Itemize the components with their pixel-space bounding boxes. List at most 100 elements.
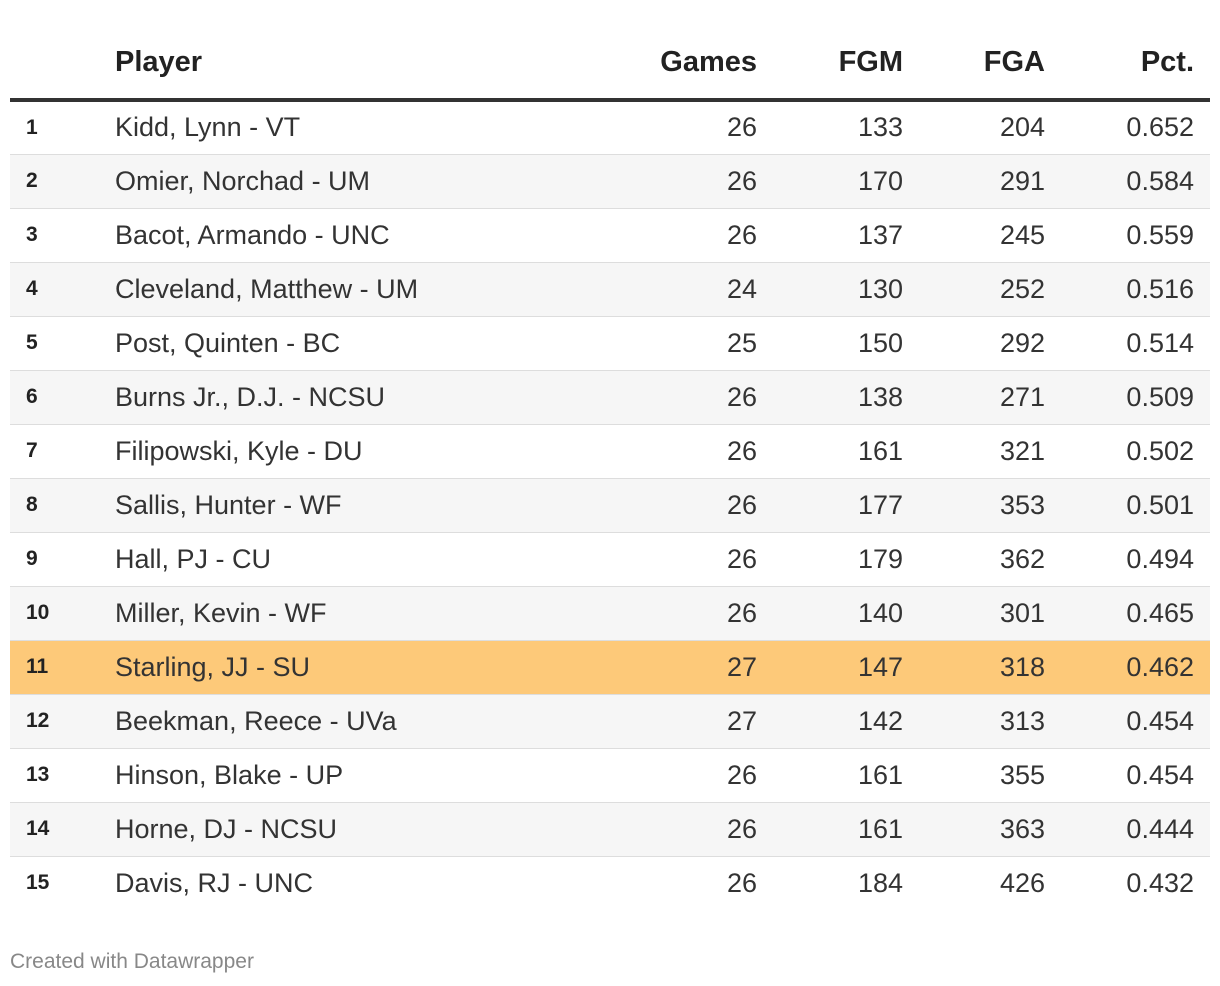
cell-fga: 291 xyxy=(903,154,1045,209)
header-fgm[interactable]: FGM xyxy=(757,0,903,102)
cell-fgm: 161 xyxy=(757,424,903,479)
datawrapper-credit: Created with Datawrapper xyxy=(10,950,254,973)
cell-rank: 13 xyxy=(10,748,115,803)
table-row: 14 Horne, DJ - NCSU 26 161 363 0.444 xyxy=(10,802,1210,857)
table-row: 4 Cleveland, Matthew - UM 24 130 252 0.516 xyxy=(10,262,1210,317)
cell-pct: 0.509 xyxy=(1045,370,1210,425)
table-header: Player Games FGM FGA Pct. xyxy=(10,0,1210,102)
cell-fgm: 179 xyxy=(757,532,903,587)
cell-rank: 6 xyxy=(10,370,115,425)
cell-pct: 0.516 xyxy=(1045,262,1210,317)
cell-fgm: 184 xyxy=(757,856,903,910)
cell-rank: 2 xyxy=(10,154,115,209)
cell-rank: 3 xyxy=(10,208,115,263)
header-player-label: Player xyxy=(115,46,203,78)
cell-fgm: 150 xyxy=(757,316,903,371)
table-row: 12 Beekman, Reece - UVa 27 142 313 0.454 xyxy=(10,694,1210,749)
cell-pct: 0.559 xyxy=(1045,208,1210,263)
cell-fga: 321 xyxy=(903,424,1045,479)
cell-fgm: 161 xyxy=(757,748,903,803)
cell-fga: 363 xyxy=(903,802,1045,857)
table-body: 1 Kidd, Lynn - VT 26 133 204 0.652 2 Omier, Nor… xyxy=(10,100,1210,910)
cell-player: Burns Jr., D.J. - NCSU xyxy=(115,370,585,425)
cell-rank: 12 xyxy=(10,694,115,749)
table-row: 5 Post, Quinten - BC 25 150 292 0.514 xyxy=(10,316,1210,371)
table-row: 1 Kidd, Lynn - VT 26 133 204 0.652 xyxy=(10,100,1210,155)
table-row: 7 Filipowski, Kyle - DU 26 161 321 0.502 xyxy=(10,424,1210,479)
cell-rank: 14 xyxy=(10,802,115,857)
cell-rank: 8 xyxy=(10,478,115,533)
cell-pct: 0.462 xyxy=(1045,640,1210,695)
cell-fgm: 170 xyxy=(757,154,903,209)
cell-pct: 0.454 xyxy=(1045,748,1210,803)
table-row-highlighted: 11 Starling, JJ - SU 27 147 318 0.462 xyxy=(10,640,1210,695)
cell-games: 26 xyxy=(585,370,757,425)
cell-fgm: 138 xyxy=(757,370,903,425)
cell-player: Miller, Kevin - WF xyxy=(115,586,585,641)
header-fga[interactable]: FGA xyxy=(903,0,1045,102)
cell-rank: 1 xyxy=(10,100,115,155)
table-row: 6 Burns Jr., D.J. - NCSU 26 138 271 0.509 xyxy=(10,370,1210,425)
cell-player: Horne, DJ - NCSU xyxy=(115,802,585,857)
cell-pct: 0.501 xyxy=(1045,478,1210,533)
cell-fgm: 161 xyxy=(757,802,903,857)
table-row: 15 Davis, RJ - UNC 26 184 426 0.432 xyxy=(10,856,1210,910)
cell-rank: 5 xyxy=(10,316,115,371)
cell-fga: 292 xyxy=(903,316,1045,371)
cell-fga: 271 xyxy=(903,370,1045,425)
header-games-label: Games xyxy=(660,46,757,78)
cell-fga: 362 xyxy=(903,532,1045,587)
header-pct[interactable]: Pct. xyxy=(1045,0,1210,102)
cell-fga: 313 xyxy=(903,694,1045,749)
cell-pct: 0.465 xyxy=(1045,586,1210,641)
field-goal-percentage-table: Player Games FGM FGA Pct. 1 Kidd, Lynn - … xyxy=(10,0,1210,910)
cell-player: Post, Quinten - BC xyxy=(115,316,585,371)
cell-rank: 15 xyxy=(10,856,115,910)
header-games[interactable]: Games xyxy=(585,0,757,102)
cell-games: 26 xyxy=(585,154,757,209)
table-row: 10 Miller, Kevin - WF 26 140 301 0.465 xyxy=(10,586,1210,641)
cell-fga: 301 xyxy=(903,586,1045,641)
table-row: 2 Omier, Norchad - UM 26 170 291 0.584 xyxy=(10,154,1210,209)
cell-player: Bacot, Armando - UNC xyxy=(115,208,585,263)
cell-pct: 0.494 xyxy=(1045,532,1210,587)
header-fgm-label: FGM xyxy=(838,46,903,78)
header-row: Player Games FGM FGA Pct. xyxy=(10,0,1210,102)
table-row: 8 Sallis, Hunter - WF 26 177 353 0.501 xyxy=(10,478,1210,533)
header-rank[interactable] xyxy=(10,0,115,102)
cell-fgm: 177 xyxy=(757,478,903,533)
cell-pct: 0.502 xyxy=(1045,424,1210,479)
header-player[interactable]: Player xyxy=(115,0,585,102)
cell-fga: 204 xyxy=(903,100,1045,155)
cell-fgm: 133 xyxy=(757,100,903,155)
cell-rank: 4 xyxy=(10,262,115,317)
cell-fga: 245 xyxy=(903,208,1045,263)
cell-rank: 11 xyxy=(10,640,115,695)
cell-games: 26 xyxy=(585,478,757,533)
cell-player: Hinson, Blake - UP xyxy=(115,748,585,803)
cell-player: Sallis, Hunter - WF xyxy=(115,478,585,533)
cell-games: 26 xyxy=(585,586,757,641)
cell-games: 26 xyxy=(585,748,757,803)
cell-games: 26 xyxy=(585,856,757,910)
cell-player: Cleveland, Matthew - UM xyxy=(115,262,585,317)
cell-games: 27 xyxy=(585,640,757,695)
cell-player: Filipowski, Kyle - DU xyxy=(115,424,585,479)
cell-fgm: 140 xyxy=(757,586,903,641)
cell-games: 26 xyxy=(585,208,757,263)
cell-player: Starling, JJ - SU xyxy=(115,640,585,695)
cell-pct: 0.584 xyxy=(1045,154,1210,209)
cell-fga: 318 xyxy=(903,640,1045,695)
header-fga-label: FGA xyxy=(983,46,1045,78)
cell-pct: 0.652 xyxy=(1045,100,1210,155)
header-pct-label: Pct. xyxy=(1140,46,1194,78)
cell-games: 26 xyxy=(585,802,757,857)
table-row: 13 Hinson, Blake - UP 26 161 355 0.454 xyxy=(10,748,1210,803)
cell-games: 24 xyxy=(585,262,757,317)
cell-player: Omier, Norchad - UM xyxy=(115,154,585,209)
cell-pct: 0.444 xyxy=(1045,802,1210,857)
cell-fgm: 147 xyxy=(757,640,903,695)
cell-player: Hall, PJ - CU xyxy=(115,532,585,587)
cell-fga: 353 xyxy=(903,478,1045,533)
cell-games: 26 xyxy=(585,100,757,155)
